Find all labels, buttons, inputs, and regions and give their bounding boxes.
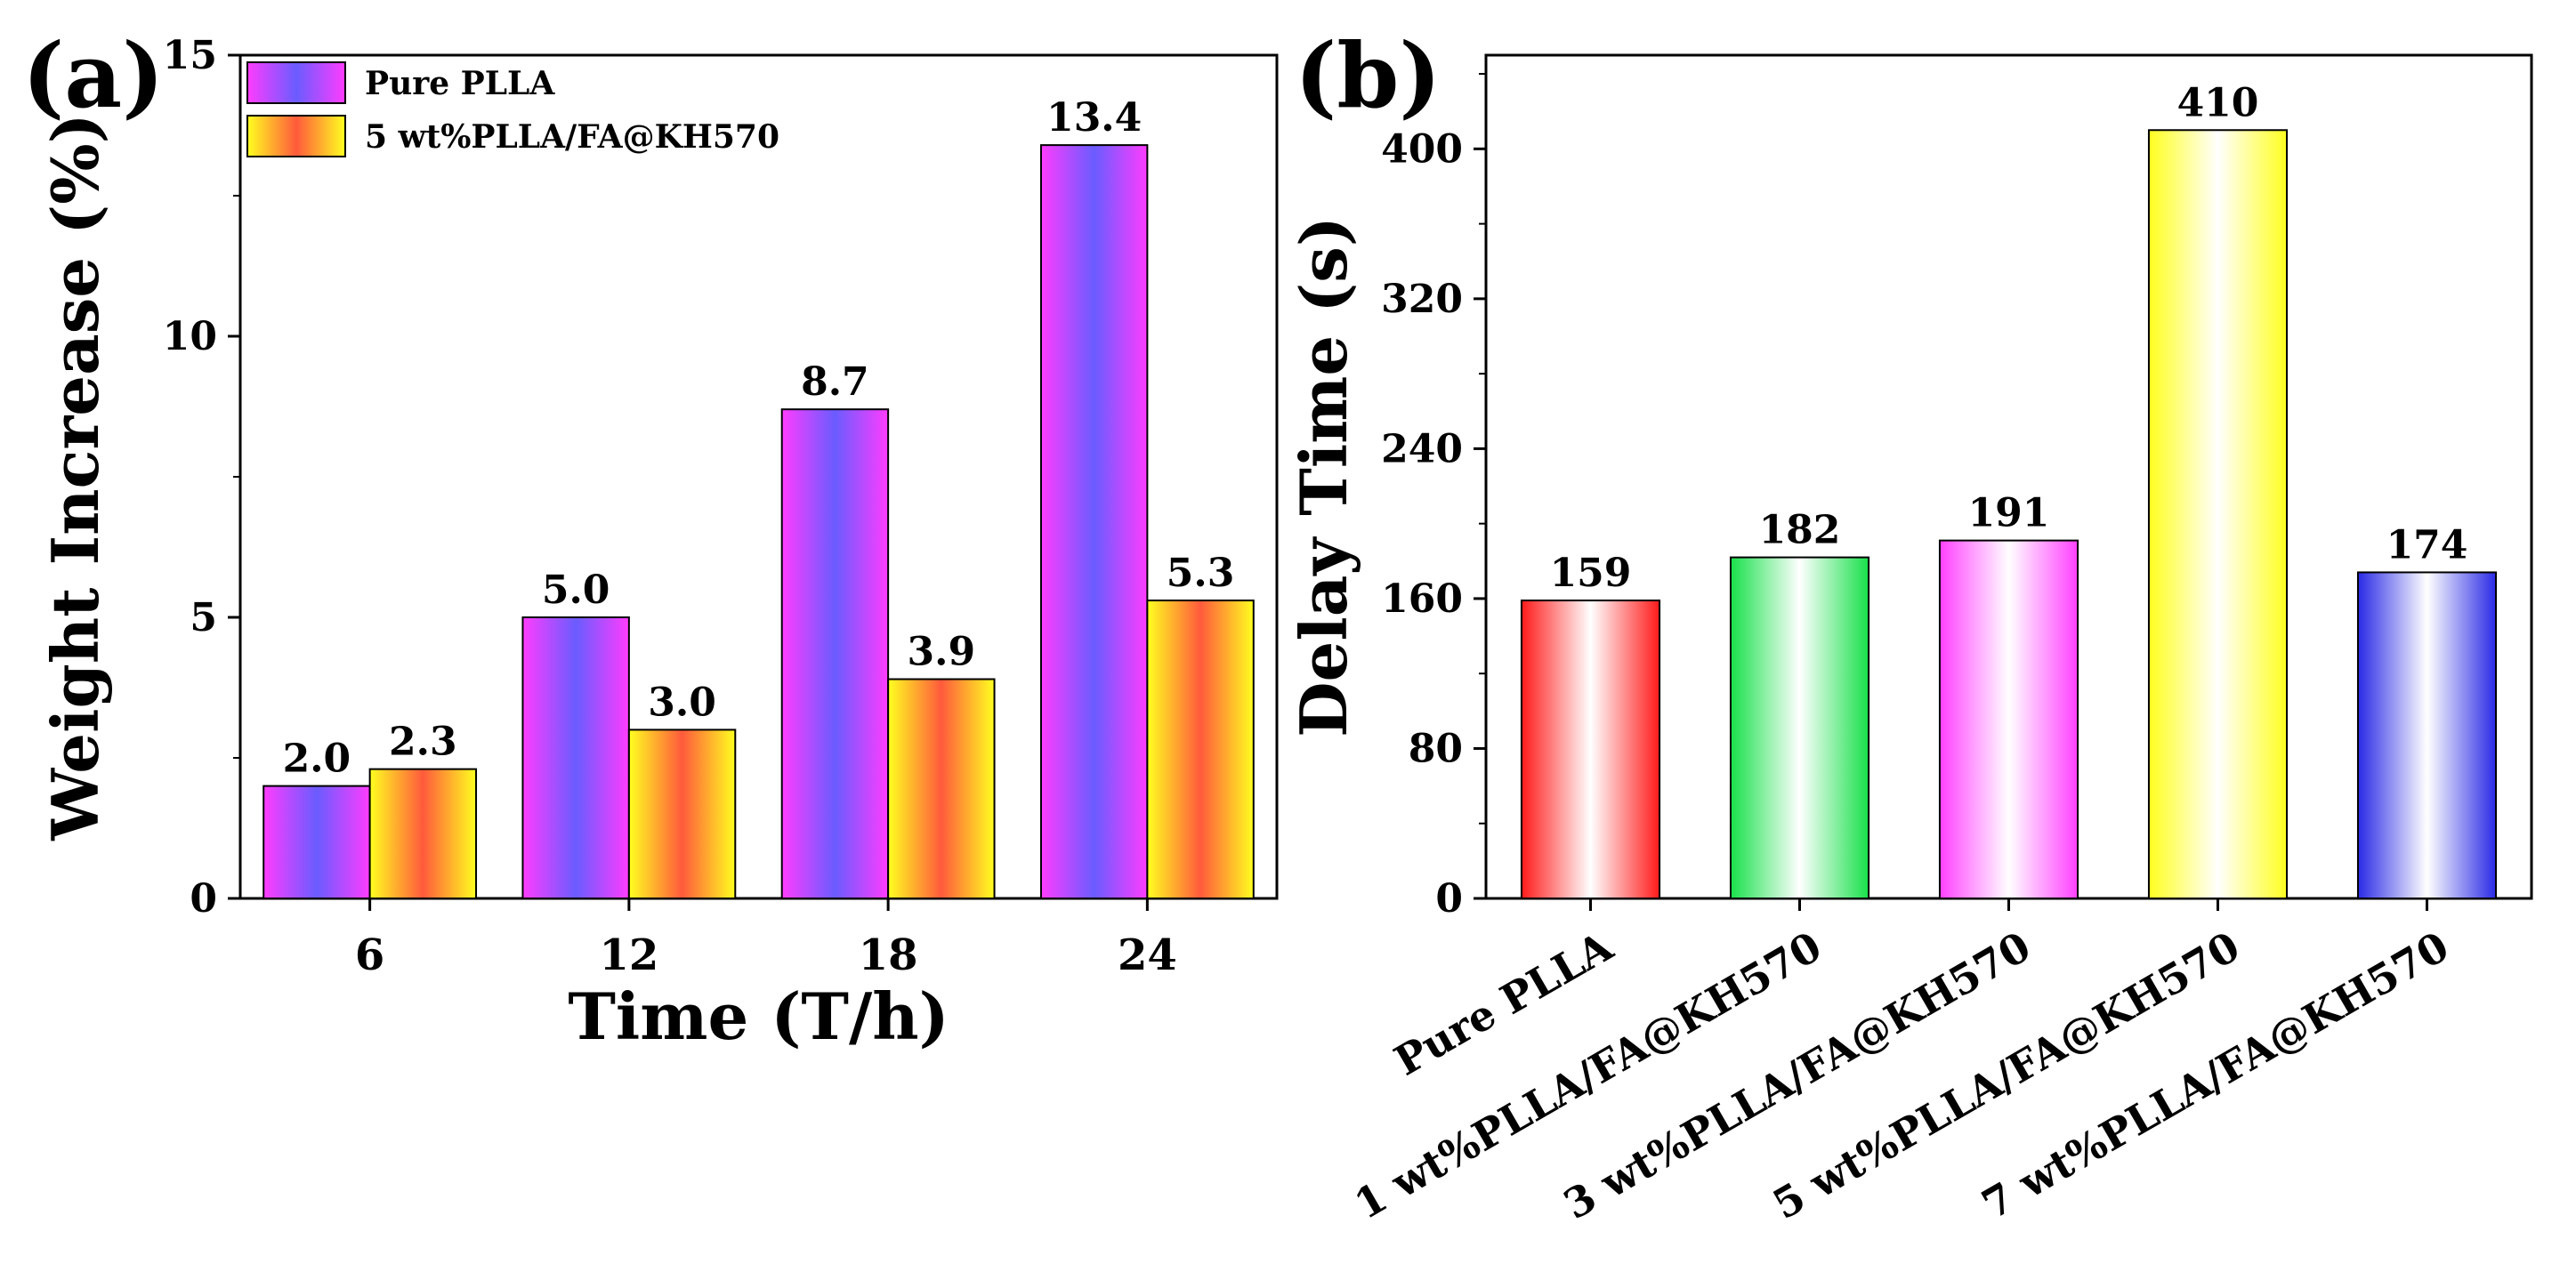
bar-5wt — [1146, 600, 1255, 899]
data-label: 5.3 — [1167, 551, 1235, 596]
y-tick-label: 15 — [163, 33, 217, 78]
data-label: 8.7 — [801, 359, 869, 405]
legend-swatch-pure-plla — [246, 61, 346, 104]
data-label: 174 — [2386, 522, 2468, 568]
bar-pure-plla — [1039, 144, 1149, 899]
bar-pure-plla — [521, 616, 630, 899]
data-label: 159 — [1550, 551, 1632, 596]
legend-label: Pure PLLA — [365, 65, 555, 102]
bar-delay-time — [2147, 129, 2289, 899]
y-tick-label: 5 — [190, 595, 217, 640]
legend-swatch-5wt — [246, 115, 346, 157]
bar-delay-time — [1729, 556, 1870, 899]
panel-label-b: (b) — [1295, 23, 1441, 128]
chart-a: 0 5 10 15 6 2.0 2.3 12 5.0 3.0 18 8.7 3.9 24 13.4 5.3 Pu… — [22, 23, 1279, 1054]
x-axis-title: Time (T/h) — [568, 978, 949, 1054]
y-tick-label: 0 — [190, 876, 217, 922]
data-label: 191 — [1968, 491, 2050, 536]
y-tick-label: 240 — [1381, 426, 1463, 471]
y-tick-label: 320 — [1381, 277, 1463, 322]
bar-pure-plla — [780, 408, 890, 900]
x-tick-label: 12 — [599, 930, 658, 980]
y-tick-label: 160 — [1381, 576, 1463, 622]
y-axis-title: Weight Increase (%) — [37, 113, 113, 841]
bar-5wt — [627, 729, 737, 900]
y-tick-label: 0 — [1435, 876, 1463, 922]
bar-5wt — [368, 768, 478, 900]
data-label: 5.0 — [542, 568, 610, 613]
y-tick-label: 10 — [163, 314, 217, 359]
x-tick-label: 6 — [355, 930, 384, 980]
bar-delay-time — [2356, 571, 2498, 899]
y-axis-title: Delay Time (s) — [1286, 216, 1361, 737]
data-label: 3.0 — [648, 680, 716, 725]
legend-label: 5 wt%PLLA/FA@KH570 — [365, 118, 779, 156]
data-label: 2.3 — [389, 720, 457, 765]
data-label: 182 — [1759, 508, 1841, 553]
bar-delay-time — [1938, 539, 2079, 899]
x-tick-label: 18 — [859, 930, 918, 980]
data-label: 410 — [2177, 80, 2259, 125]
bar-pure-plla — [262, 785, 371, 899]
data-label: 2.0 — [283, 737, 351, 782]
x-tick-label: 24 — [1118, 930, 1177, 980]
bar-5wt — [887, 678, 996, 900]
data-label: 3.9 — [908, 630, 976, 675]
y-tick-label: 400 — [1381, 126, 1463, 172]
data-label: 13.4 — [1046, 95, 1142, 141]
bar-delay-time — [1520, 600, 1661, 899]
y-tick-label: 80 — [1409, 726, 1463, 771]
panel-label-a: (a) — [22, 23, 164, 128]
